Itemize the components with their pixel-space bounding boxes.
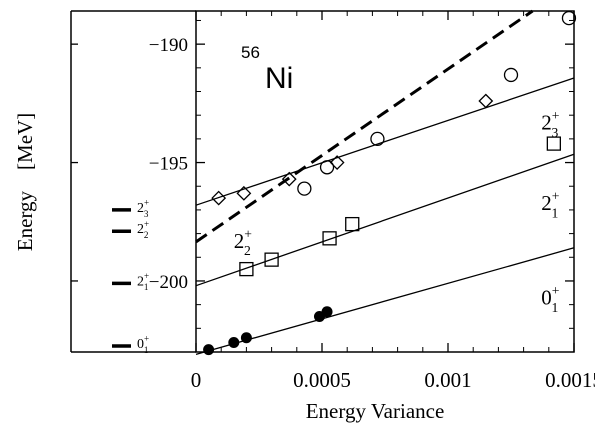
fit-lines [195, 9, 575, 355]
chart-title-superscript: 56 [241, 43, 260, 62]
series-labels: 0+ 1 2+ 1 2+ 2 2+ 3 [234, 108, 560, 315]
x-tick-label-3: 0.0015 [545, 368, 595, 392]
level-label-2-2: 2+ 2 [137, 219, 149, 240]
plot-frame [195, 10, 575, 353]
level-label-2-3: 2+ 3 [137, 198, 149, 219]
data-point-2-1 [546, 136, 561, 151]
data-point-0-1 [240, 332, 252, 344]
series-label-0-1: 0+ 1 [541, 283, 560, 315]
axis-ticks: 0 0.0005 0.001 0.0015 −190 −195 −200 [71, 11, 595, 392]
data-point-2-3 [319, 160, 335, 175]
level-label-2-1: 2+ 1 [137, 271, 149, 292]
data-point-0-1 [203, 344, 215, 356]
data-point-2-3 [370, 131, 385, 147]
extrapolated-levels: 2+ 32+ 2 2+ 1 0+ 1 [112, 198, 149, 355]
data-point-2-3 [503, 67, 519, 83]
level-label-0-1: 0+ 1 [137, 334, 149, 355]
fit-line-2-2 [195, 77, 575, 206]
data-point-2-2 [281, 171, 297, 187]
series-label-2-2: 2+ 2 [234, 226, 253, 258]
x-tick-label-2: 0.001 [424, 368, 471, 392]
data-point-2-3 [297, 181, 312, 196]
x-axis-title: Energy Variance [306, 399, 445, 423]
data-point-2-3 [561, 10, 577, 26]
data-point-2-1 [345, 216, 360, 232]
data-markers [203, 10, 577, 356]
chart-title: Ni [265, 62, 293, 95]
y-tick-label-1: −195 [149, 154, 188, 175]
series-label-2-1: 2+ 1 [541, 188, 560, 220]
x-tick-label-0: 0 [191, 368, 202, 392]
y-tick-label-0: −190 [149, 35, 188, 56]
x-tick-label-1: 0.0005 [293, 368, 351, 392]
fit-line-2-3 [195, 9, 534, 244]
series-label-2-3: 2+ 3 [541, 108, 560, 140]
y-axis-title: Energy [MeV] [13, 113, 37, 251]
data-point-0-1 [321, 306, 333, 318]
data-point-2-1 [239, 261, 254, 277]
data-point-2-1 [322, 231, 337, 246]
data-point-2-1 [264, 252, 279, 267]
fit-line-2-1 [195, 153, 575, 287]
data-point-0-1 [228, 337, 240, 349]
data-point-2-2 [236, 185, 252, 201]
y-tick-label-2: −200 [149, 272, 188, 293]
data-point-2-2 [478, 93, 494, 109]
fit-line-0-1 [195, 247, 575, 355]
data-point-2-2 [329, 155, 345, 170]
data-point-2-2 [211, 190, 227, 206]
